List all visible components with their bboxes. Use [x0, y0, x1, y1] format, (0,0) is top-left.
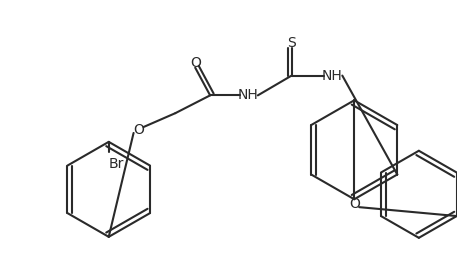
Text: O: O [133, 123, 144, 137]
Text: S: S [287, 36, 296, 50]
Text: O: O [349, 197, 360, 211]
Text: Br: Br [109, 157, 124, 171]
Text: NH: NH [322, 69, 343, 83]
Text: NH: NH [238, 88, 258, 102]
Text: O: O [190, 56, 201, 70]
